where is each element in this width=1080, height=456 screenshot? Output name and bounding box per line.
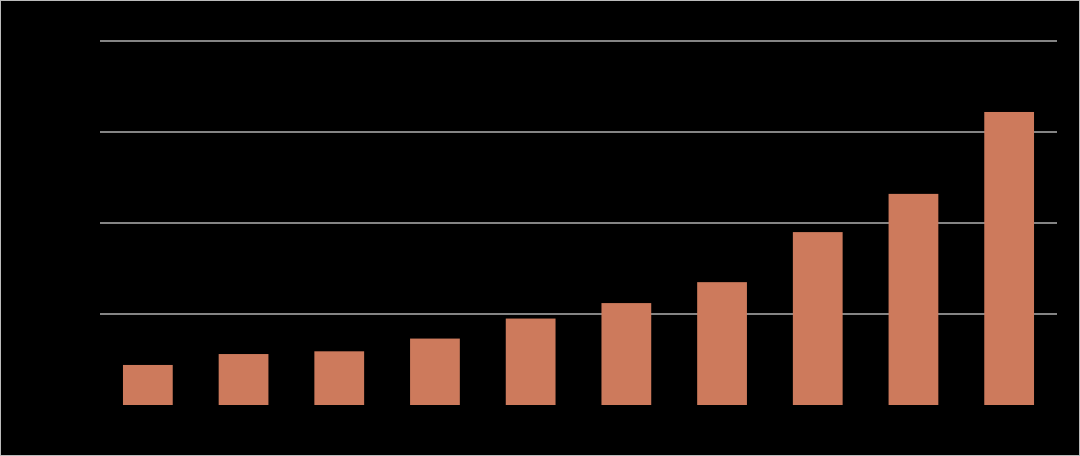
bar (697, 282, 747, 405)
bar (601, 303, 652, 405)
bar (984, 111, 1035, 405)
bar (792, 232, 843, 405)
bar (505, 318, 556, 405)
bar (410, 338, 460, 405)
bar (888, 193, 939, 405)
bar (218, 354, 269, 405)
bar (122, 364, 173, 405)
bar (314, 351, 365, 405)
